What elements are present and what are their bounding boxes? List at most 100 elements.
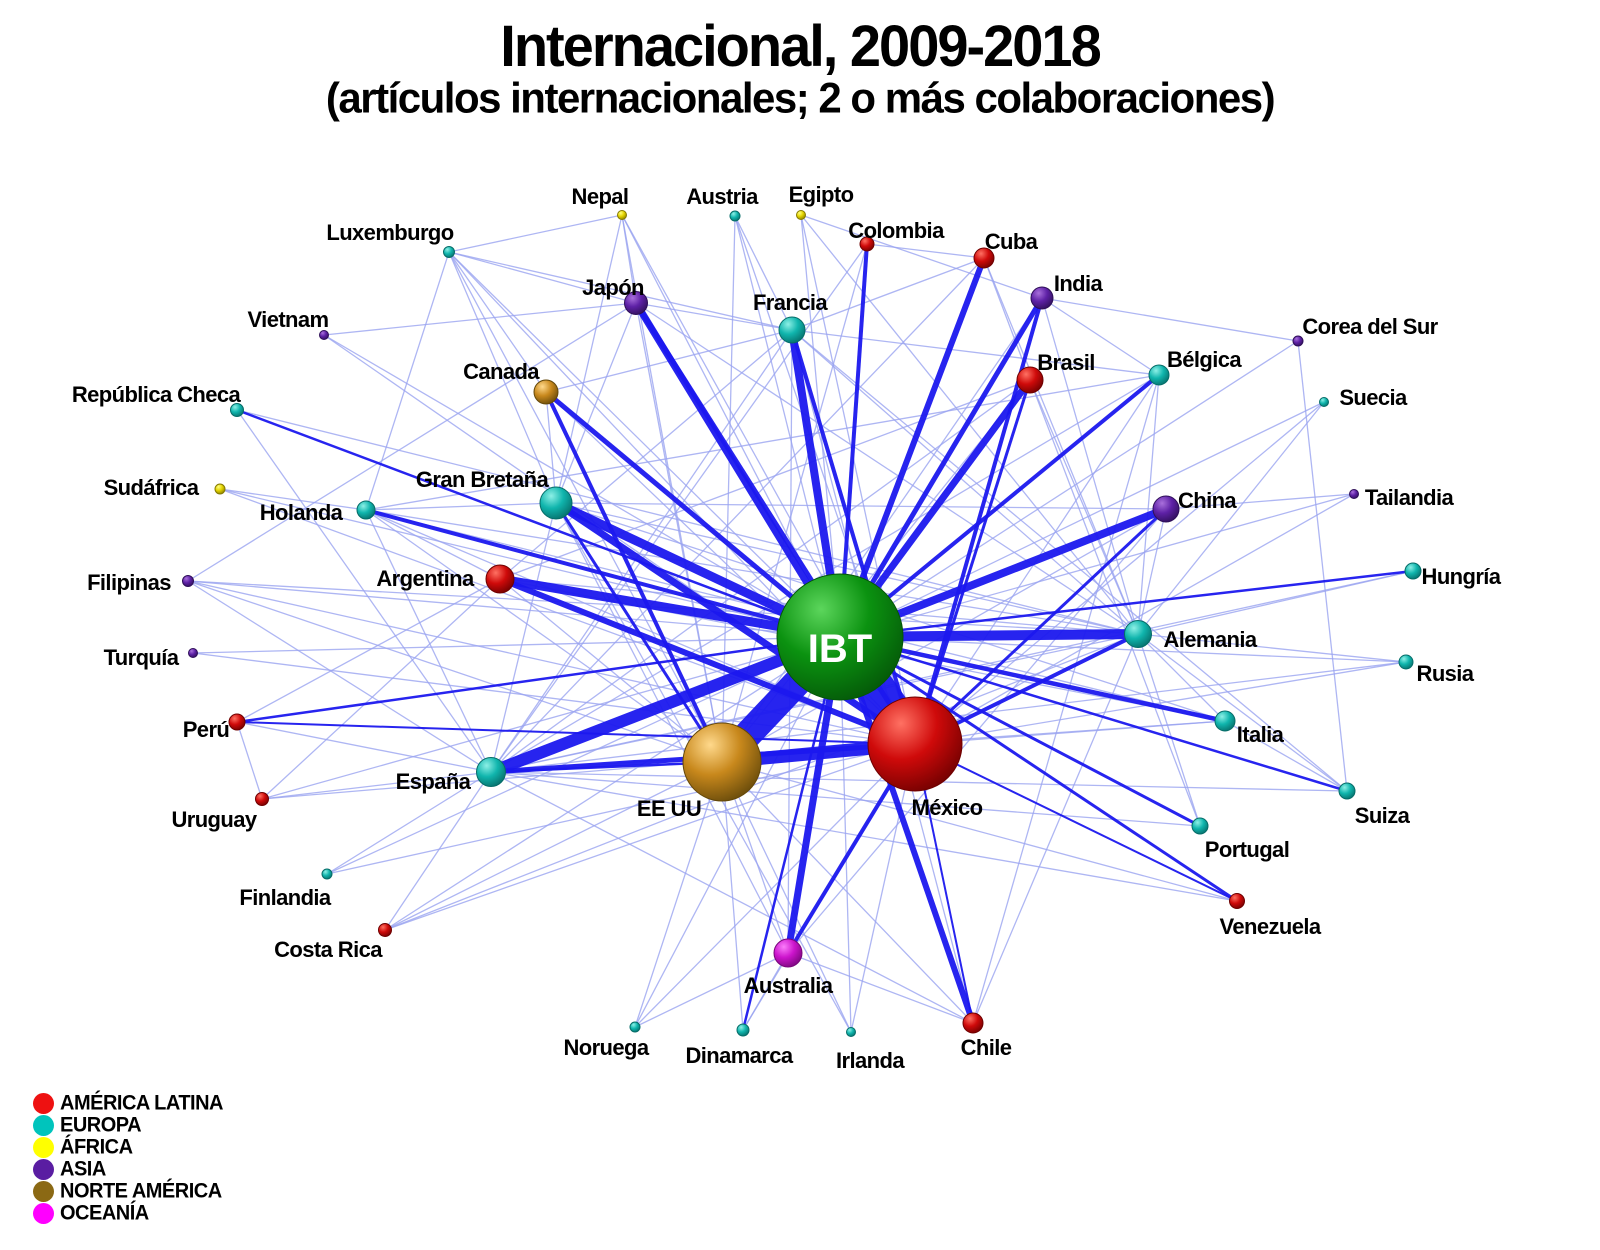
node-AR[interactable] (485, 564, 515, 594)
label-VE: Venezuela (1220, 914, 1322, 939)
label-PE: Perú (183, 717, 230, 742)
node-IN[interactable] (1030, 286, 1054, 310)
edge-BR-DE (1029, 379, 1139, 635)
edge-VN-JP (323, 302, 637, 336)
edge-PH-MX (187, 580, 916, 745)
node-AT[interactable] (729, 210, 741, 222)
edge-GB-NL (365, 502, 557, 511)
label-CL: Chile (961, 1035, 1012, 1060)
edge-NO-MX (634, 743, 916, 1028)
node-FR[interactable] (778, 316, 806, 344)
label-CZ: República Checa (72, 382, 242, 407)
legend-item-norteamerica: NORTE AMÉRICA (33, 1178, 223, 1203)
node-IBT[interactable] (776, 573, 904, 701)
edge-AT-FR (734, 215, 793, 331)
edge-PT-IBT (839, 635, 1201, 828)
node-IE[interactable] (846, 1027, 856, 1037)
node-NO[interactable] (629, 1021, 641, 1033)
node-LU[interactable] (443, 246, 455, 258)
edge-IN-BE (1041, 297, 1160, 376)
legend-dot-oceania (33, 1202, 54, 1224)
label-CA: Canada (463, 359, 540, 384)
edge-CO-IBT (838, 243, 869, 638)
node-VE[interactable] (1229, 893, 1245, 909)
edge-IN-DE (1041, 297, 1139, 635)
edge-PE-UY (236, 721, 263, 800)
edge-JP-IBT (633, 301, 843, 639)
node-DK[interactable] (736, 1023, 750, 1037)
label-FI: Finlandia (239, 885, 332, 910)
node-CU[interactable] (973, 247, 995, 269)
node-CL[interactable] (962, 1012, 984, 1034)
node-CA[interactable] (533, 379, 559, 405)
edge-CR-US (384, 761, 723, 931)
node-VN[interactable] (319, 330, 329, 340)
node-CO[interactable] (859, 236, 875, 252)
node-SE[interactable] (1319, 397, 1329, 407)
label-TH: Tailandia (1365, 485, 1455, 510)
edge-CN-AU (787, 508, 1167, 954)
edge-CN-MX (913, 507, 1168, 746)
node-FI[interactable] (321, 868, 333, 880)
node-CH[interactable] (1338, 782, 1356, 800)
edge-BE-ES (490, 374, 1160, 773)
label-DK: Dinamarca (685, 1043, 793, 1068)
node-RU[interactable] (1398, 654, 1414, 670)
legend-item-latam: AMÉRICA LATINA (33, 1091, 223, 1114)
node-IT[interactable] (1214, 710, 1236, 732)
node-EG[interactable] (796, 210, 806, 220)
edge-LU-NP (448, 214, 623, 253)
label-PH: Filipinas (87, 570, 171, 595)
node-DE[interactable] (1124, 620, 1152, 648)
node-JP[interactable] (624, 291, 648, 315)
node-KR[interactable] (1292, 335, 1304, 347)
node-NL[interactable] (356, 500, 376, 520)
node-BE[interactable] (1148, 364, 1170, 386)
edge-KR-IBT (839, 340, 1299, 638)
node-ES[interactable] (476, 757, 506, 787)
node-NP[interactable] (617, 210, 627, 220)
edge-AR-UY (261, 578, 501, 800)
node-TR[interactable] (188, 648, 198, 658)
edge-CA-GB (545, 391, 557, 504)
label-LU: Luxemburgo (326, 220, 453, 245)
edge-ES-VE (490, 771, 1238, 902)
edge-CZ-IBT (236, 408, 841, 639)
edge-CN-TH (1165, 493, 1355, 510)
edge-DE-CR (384, 633, 1139, 931)
edge-JP-FR (635, 302, 793, 331)
node-PE[interactable] (228, 713, 246, 731)
edge-BE-NL (365, 374, 1160, 511)
node-PT[interactable] (1191, 817, 1209, 835)
node-ZA[interactable] (214, 483, 226, 495)
legend-label-asia: ASIA (60, 1156, 106, 1181)
node-CZ[interactable] (230, 403, 244, 417)
node-BR[interactable] (1016, 366, 1044, 394)
node-PH[interactable] (182, 575, 194, 587)
legend-dot-europa (33, 1114, 54, 1136)
edge-DK-IBT (741, 636, 842, 1031)
edge-DE-CH (1137, 633, 1348, 792)
edge-GB-CN (555, 502, 1167, 510)
edge-BR-ES (490, 379, 1031, 773)
edge-LU-NL (365, 251, 450, 511)
node-GB[interactable] (539, 486, 573, 520)
node-MX[interactable] (867, 696, 963, 792)
node-US[interactable] (682, 722, 762, 802)
edge-TR-IBT (192, 636, 841, 654)
edge-UY-IBT (261, 636, 841, 800)
node-CR[interactable] (378, 923, 392, 937)
node-HU[interactable] (1404, 562, 1422, 580)
label-RU: Rusia (1417, 661, 1475, 686)
node-TH[interactable] (1349, 489, 1359, 499)
node-AU[interactable] (773, 938, 803, 968)
edge-CA-IBT (544, 390, 842, 639)
label-CH: Suiza (1355, 803, 1411, 828)
label-CR: Costa Rica (274, 937, 383, 962)
node-UY[interactable] (255, 792, 269, 806)
legend-label-norteamerica: NORTE AMÉRICA (60, 1178, 222, 1203)
legend-item-europa: EUROPA (33, 1113, 223, 1136)
edge-NP-GB (555, 214, 623, 504)
node-CN[interactable] (1152, 495, 1180, 523)
